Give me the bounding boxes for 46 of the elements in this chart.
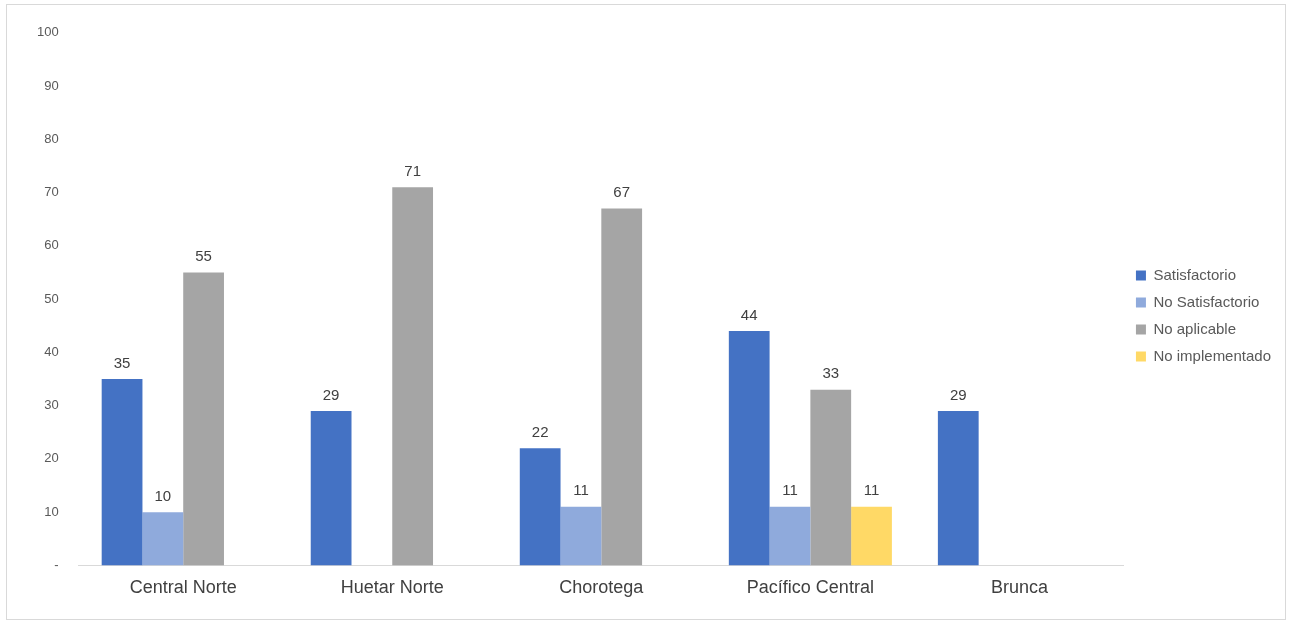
x-tick-label: Chorotega: [559, 577, 645, 598]
bar: [142, 512, 184, 566]
data-label: 11: [573, 481, 589, 499]
data-label: 33: [822, 364, 840, 382]
y-tick-label: 70: [44, 184, 59, 200]
y-tick-label: 100: [36, 24, 59, 40]
data-label: 29: [322, 385, 340, 403]
legend-label: Satisfactorio: [1153, 265, 1236, 283]
data-label: 35: [113, 353, 131, 371]
y-tick-label: 20: [44, 450, 59, 466]
bar: [101, 378, 143, 566]
bar: [937, 410, 979, 566]
bar: [601, 208, 643, 566]
y-tick-label: 40: [44, 343, 59, 359]
data-label: 22: [531, 422, 549, 440]
x-tick-label: Central Norte: [129, 577, 237, 598]
data-label: 44: [740, 305, 758, 323]
bar: [728, 331, 770, 566]
bar: [560, 506, 602, 566]
legend-label: No implementado: [1153, 346, 1271, 364]
data-label: 71: [404, 161, 421, 179]
data-label: 55: [195, 247, 212, 265]
y-tick-label: -: [54, 556, 59, 572]
bar: [519, 448, 561, 566]
y-tick-label: 30: [44, 397, 59, 413]
data-label: 67: [613, 183, 631, 201]
y-tick-label: 60: [44, 237, 59, 253]
y-tick-label: 10: [44, 503, 59, 519]
legend-label: No aplicable: [1153, 319, 1236, 337]
bar: [769, 506, 811, 566]
data-label: 29: [949, 385, 967, 403]
bar: [851, 506, 892, 566]
bar: [392, 187, 434, 566]
data-label: 11: [782, 481, 798, 499]
legend-label: No Satisfactorio: [1153, 292, 1260, 310]
bar: [310, 410, 352, 566]
data-label: 10: [154, 486, 172, 504]
x-tick-label: Pacífico Central: [746, 577, 874, 598]
y-tick-label: 50: [44, 290, 59, 306]
x-tick-label: Brunca: [990, 577, 1049, 598]
y-tick-label: 90: [44, 77, 59, 93]
bar: [183, 272, 224, 566]
bar: [810, 389, 852, 566]
x-tick-label: Huetar Norte: [340, 577, 444, 598]
data-label: 11: [863, 481, 880, 499]
y-tick-label: 80: [44, 130, 59, 146]
